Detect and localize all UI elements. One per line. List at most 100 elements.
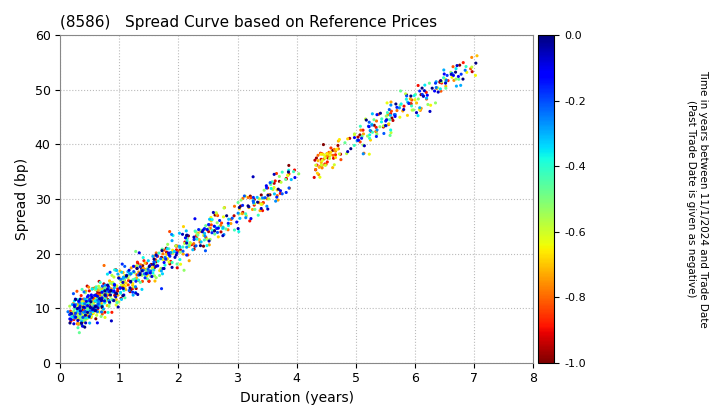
Point [181, 252, 192, 258]
Point [90, 304, 102, 311]
Point [431, 79, 442, 85]
Point [73, 299, 84, 305]
Point [164, 228, 176, 235]
Point [81, 308, 93, 315]
Point [222, 226, 234, 233]
Point [68, 290, 79, 297]
Point [258, 187, 270, 194]
Point [135, 263, 146, 270]
Point [382, 109, 393, 116]
Point [459, 67, 471, 74]
Point [188, 234, 199, 241]
Point [244, 218, 256, 224]
Point [72, 313, 84, 320]
Point [116, 284, 127, 291]
Point [112, 292, 123, 299]
Point [148, 262, 160, 269]
Point [66, 311, 78, 318]
Point [71, 288, 83, 295]
Point [354, 123, 366, 130]
Point [384, 106, 395, 113]
Point [73, 316, 85, 323]
Point [73, 306, 85, 312]
Point [84, 298, 95, 304]
Point [446, 74, 458, 81]
Point [179, 239, 191, 245]
Point [358, 131, 369, 137]
Point [415, 107, 426, 114]
Point [413, 112, 424, 119]
Point [460, 63, 472, 70]
Point [363, 123, 374, 130]
Point [181, 238, 193, 244]
Point [390, 101, 402, 108]
Point [199, 230, 210, 237]
Point [110, 302, 122, 308]
Point [140, 272, 151, 278]
Point [356, 133, 368, 140]
Point [269, 191, 280, 197]
Point [261, 195, 273, 202]
Point [167, 232, 179, 239]
Point [88, 307, 99, 313]
Point [179, 267, 190, 274]
Point [435, 88, 446, 94]
Point [342, 136, 354, 142]
Point [311, 162, 323, 168]
Point [114, 268, 126, 274]
Point [76, 320, 87, 326]
Point [318, 152, 330, 159]
Point [234, 215, 246, 222]
Point [113, 273, 125, 280]
Point [223, 216, 235, 223]
Point [137, 278, 148, 285]
Point [229, 203, 240, 210]
Point [84, 298, 96, 304]
Point [455, 71, 467, 78]
Point [156, 247, 168, 254]
Point [221, 213, 233, 219]
Point [312, 152, 324, 159]
Point [395, 88, 406, 94]
Point [95, 296, 107, 303]
Point [173, 248, 184, 255]
Point [86, 299, 97, 305]
Point [325, 144, 337, 151]
Point [160, 254, 171, 260]
Point [435, 86, 446, 92]
Point [74, 310, 86, 317]
Point [72, 303, 84, 310]
Point [74, 309, 86, 316]
Point [376, 116, 387, 122]
Point [90, 315, 102, 322]
Point [112, 299, 123, 306]
Point [320, 153, 332, 160]
Point [68, 311, 80, 318]
Point [110, 290, 122, 297]
Point [178, 223, 189, 230]
Point [94, 290, 106, 297]
Point [71, 315, 83, 322]
Point [227, 215, 238, 222]
Point [145, 269, 157, 276]
Point [130, 278, 142, 285]
Point [194, 239, 206, 245]
Point [74, 307, 86, 314]
Point [248, 200, 260, 207]
Point [237, 210, 248, 217]
Point [442, 77, 454, 84]
Point [153, 258, 164, 265]
Point [72, 320, 84, 327]
Point [288, 168, 300, 175]
X-axis label: Duration (years): Duration (years) [240, 391, 354, 405]
Point [455, 82, 467, 89]
Point [457, 59, 469, 66]
Point [96, 296, 107, 303]
Point [134, 271, 145, 278]
Point [168, 248, 180, 255]
Point [94, 292, 106, 299]
Point [450, 69, 462, 76]
Point [87, 305, 99, 312]
Point [282, 172, 294, 178]
Point [143, 266, 154, 273]
